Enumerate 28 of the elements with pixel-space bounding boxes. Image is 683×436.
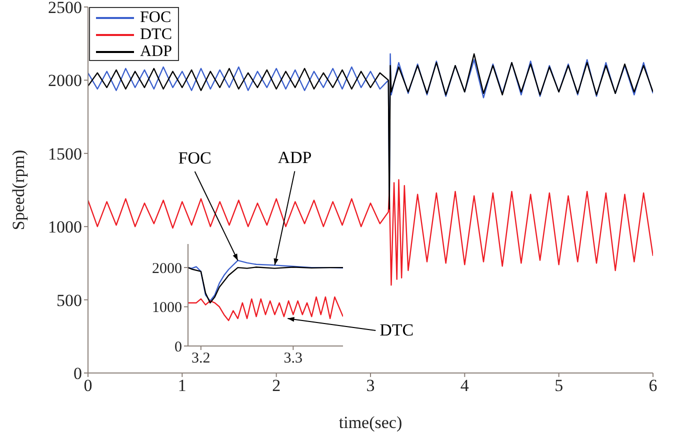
x-tick-label: 1 (178, 376, 186, 396)
annotation: DTC (380, 320, 414, 340)
line-series (188, 266, 343, 304)
y-tick-label: 2000 (152, 260, 182, 277)
annotation: ADP (278, 148, 312, 168)
y-tick-label: 0 (74, 364, 82, 384)
line-series (188, 296, 343, 322)
y-axis-title: Speed(rpm) (9, 150, 28, 230)
annotation: FOC (178, 148, 212, 168)
x-tick-label: 5 (554, 376, 564, 396)
x-tick-label: 3.2 (192, 350, 210, 367)
y-tick-label: 1000 (48, 218, 82, 237)
x-tick-label: 3 (366, 376, 375, 396)
x-tick-label: 6 (648, 376, 658, 396)
y-tick-label: 1500 (48, 144, 82, 164)
y-tick-label: 1000 (152, 300, 182, 316)
y-tick-label: 2000 (48, 71, 82, 90)
x-tick-label: 4 (460, 376, 470, 396)
line-series (88, 179, 653, 286)
y-tick-label: 500 (56, 290, 82, 310)
legend-label: ADP (140, 43, 172, 60)
x-axis-title: time(sec) (338, 413, 402, 432)
legend-label: FOC (140, 9, 172, 26)
x-tick-label: 2 (272, 376, 281, 396)
x-tick-label: 3.3 (284, 350, 303, 367)
y-tick-label: 0 (174, 339, 182, 356)
y-tick-label: 2500 (48, 0, 82, 18)
legend-label: DTC (140, 26, 172, 43)
